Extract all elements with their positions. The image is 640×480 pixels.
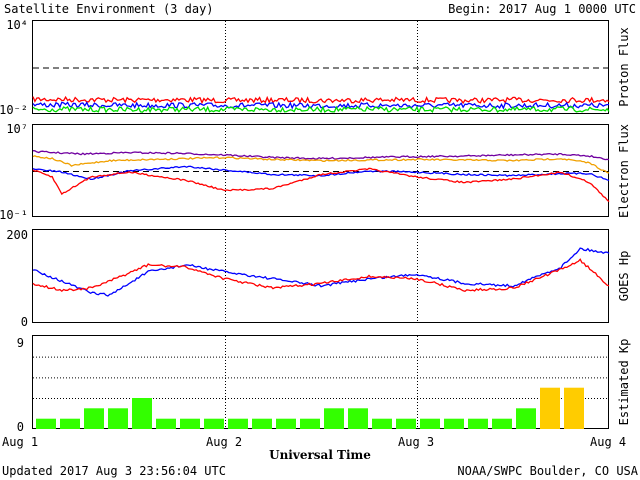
x-axis-label: Universal Time bbox=[269, 448, 371, 462]
chart-title: Satellite Environment (3 day) bbox=[4, 2, 214, 16]
threshold-layer bbox=[33, 67, 609, 172]
proton-panel-frame bbox=[32, 20, 609, 114]
goes-hp-ymin-label: 0 bbox=[21, 315, 28, 329]
kp-bar bbox=[228, 418, 248, 429]
kp-bar bbox=[372, 418, 392, 429]
x-tick-aug3: Aug 3 bbox=[398, 435, 434, 449]
series-red-line bbox=[32, 167, 610, 203]
series-layer bbox=[32, 95, 610, 297]
x-tick-aug1: Aug 1 bbox=[2, 435, 38, 449]
series-purple-line bbox=[32, 150, 610, 161]
electron-flux-axis-label: Electron Flux bbox=[617, 124, 631, 218]
kp-bar bbox=[444, 418, 464, 429]
series-red-line bbox=[32, 95, 610, 105]
kp-bar bbox=[276, 418, 296, 429]
kp-bar bbox=[324, 408, 344, 429]
kp-bar bbox=[252, 418, 272, 429]
kp-bar bbox=[156, 418, 176, 429]
proton-ymin-label: 10⁻² bbox=[0, 103, 28, 117]
kp-bar bbox=[204, 418, 224, 429]
kp-bar bbox=[108, 408, 128, 429]
kp-bar bbox=[492, 418, 512, 429]
series-blue-line bbox=[32, 165, 610, 182]
kp-bar bbox=[396, 418, 416, 429]
proton-ymax-label: 10⁴ bbox=[6, 18, 28, 32]
kp-bar bbox=[300, 418, 320, 429]
kp-ymin-label: 0 bbox=[17, 420, 24, 434]
electron-ymax-label: 10⁷ bbox=[6, 122, 28, 136]
kp-bar bbox=[564, 387, 584, 429]
kp-bar bbox=[468, 418, 488, 429]
x-tick-aug4: Aug 4 bbox=[590, 435, 626, 449]
series-orange-line bbox=[32, 155, 610, 174]
kp-bar bbox=[540, 387, 560, 429]
kp-axis-label: Estimated Kp bbox=[617, 339, 631, 426]
electron-ymin-label: 10⁻¹ bbox=[0, 208, 28, 222]
kp-bar bbox=[516, 408, 536, 429]
goes-hp-panel-frame bbox=[32, 229, 609, 323]
updated-timestamp: Updated 2017 Aug 3 23:56:04 UTC bbox=[2, 464, 226, 478]
goes-hp-axis-label: GOES Hp bbox=[617, 251, 631, 302]
grid-layer bbox=[33, 21, 609, 429]
series-red-line bbox=[32, 258, 610, 293]
kp-ymax-label: 9 bbox=[17, 336, 24, 350]
goes-hp-ymax-label: 200 bbox=[6, 228, 28, 242]
kp-bar bbox=[36, 418, 56, 429]
begin-label: Begin: 2017 Aug 1 0000 UTC bbox=[448, 2, 636, 16]
kp-bar bbox=[180, 418, 200, 429]
x-tick-aug2: Aug 2 bbox=[206, 435, 242, 449]
kp-bars bbox=[36, 387, 584, 429]
kp-panel-frame bbox=[32, 335, 609, 429]
credit-label: NOAA/SWPC Boulder, CO USA bbox=[457, 464, 638, 478]
electron-panel-frame bbox=[32, 124, 609, 217]
kp-bar bbox=[84, 408, 104, 429]
series-green-line bbox=[32, 105, 610, 114]
kp-bar bbox=[132, 398, 152, 429]
series-blue-line bbox=[32, 247, 610, 297]
proton-flux-axis-label: Proton Flux bbox=[617, 27, 631, 106]
kp-bar bbox=[420, 418, 440, 429]
kp-bar bbox=[348, 408, 368, 429]
kp-bar bbox=[60, 418, 80, 429]
